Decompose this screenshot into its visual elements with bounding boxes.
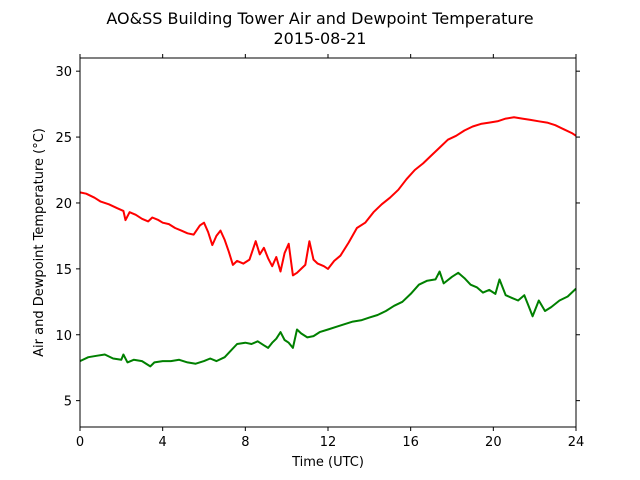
y-tick-label: 10 xyxy=(55,329,72,344)
y-tick-label: 15 xyxy=(55,263,72,278)
x-tick-label: 4 xyxy=(159,435,167,450)
plot-area xyxy=(79,116,577,368)
y-tick-label: 30 xyxy=(55,65,72,80)
x-axis-label: Time (UTC) xyxy=(291,455,364,470)
y-axis-label: Air and Dewpoint Temperature (°C) xyxy=(32,128,47,357)
x-tick-label: 8 xyxy=(241,435,249,450)
series-line-1 xyxy=(79,270,577,368)
y-tick-label: 20 xyxy=(55,197,72,212)
y-tick-label: 25 xyxy=(55,131,72,146)
axes-frame xyxy=(79,57,577,428)
x-axis: 0 4 8 12 16 20 24 xyxy=(76,54,584,450)
x-tick-label: 16 xyxy=(402,435,419,450)
y-tick-label: 5 xyxy=(64,395,72,410)
x-tick-label: 12 xyxy=(320,435,337,450)
x-tick-label: 20 xyxy=(485,435,502,450)
x-tick-label: 0 xyxy=(76,435,84,450)
chart-subtitle: 2015-08-21 xyxy=(274,29,367,48)
chart-title: AO&SS Building Tower Air and Dewpoint Te… xyxy=(106,9,533,28)
series-line-0 xyxy=(79,116,577,277)
x-tick-label: 24 xyxy=(568,435,585,450)
y-axis: 5 10 15 20 25 30 xyxy=(55,65,580,410)
